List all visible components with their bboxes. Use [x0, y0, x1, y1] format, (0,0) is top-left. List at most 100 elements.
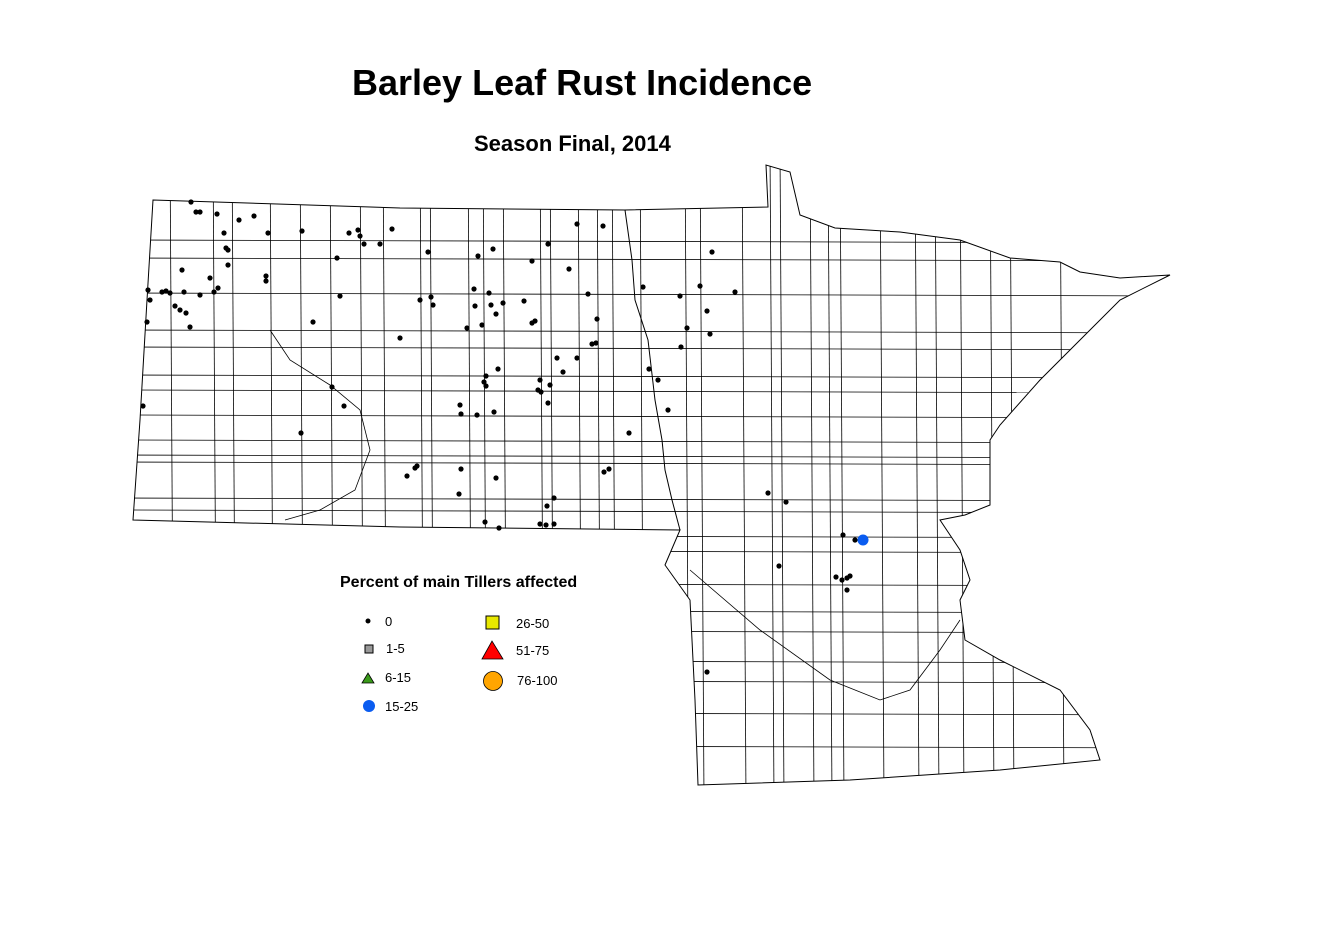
survey-point-0-percent — [337, 293, 343, 299]
survey-point-0-percent — [490, 246, 496, 252]
county-line — [133, 629, 1170, 634]
county-line — [502, 165, 508, 785]
survey-point-0-percent — [626, 430, 632, 436]
survey-point-0-percent — [145, 287, 151, 293]
survey-point-0-percent — [225, 247, 231, 253]
legend-circle-orange-icon — [483, 671, 503, 691]
survey-point-0-percent — [545, 241, 551, 247]
county-line — [133, 346, 1170, 351]
survey-point-0-percent — [472, 303, 478, 309]
survey-point-0-percent — [214, 211, 220, 217]
county-line — [419, 165, 425, 785]
survey-point-0-percent — [640, 284, 646, 290]
survey-point-0-percent — [428, 294, 434, 300]
survey-point-0-percent — [187, 324, 193, 330]
survey-point-15-25-percent — [857, 534, 869, 546]
survey-point-0-percent — [529, 258, 535, 264]
survey-point-0-percent — [488, 302, 494, 308]
survey-point-0-percent — [215, 285, 221, 291]
survey-point-0-percent — [491, 409, 497, 415]
survey-point-0-percent — [207, 275, 213, 281]
survey-point-0-percent — [211, 289, 217, 295]
survey-point-0-percent — [464, 325, 470, 331]
survey-point-0-percent — [457, 402, 463, 408]
county-line — [133, 582, 1170, 587]
survey-point-0-percent — [538, 389, 544, 395]
legend-dot-icon — [365, 618, 371, 624]
survey-point-0-percent — [346, 230, 352, 236]
county-line — [133, 609, 1170, 614]
survey-point-0-percent — [172, 303, 178, 309]
county-line — [914, 165, 920, 785]
survey-point-0-percent — [543, 522, 549, 528]
county-line — [741, 165, 747, 785]
county-line — [429, 165, 435, 785]
survey-point-0-percent — [783, 499, 789, 505]
survey-point-0-percent — [483, 373, 489, 379]
river-boundary — [269, 329, 371, 521]
survey-point-0-percent — [225, 262, 231, 268]
survey-point-0-percent — [547, 382, 553, 388]
county-line — [133, 292, 1170, 297]
survey-point-0-percent — [697, 283, 703, 289]
survey-point-0-percent — [389, 226, 395, 232]
survey-point-0-percent — [263, 273, 269, 279]
legend-label-0: 0 — [385, 614, 393, 629]
survey-point-0-percent — [589, 341, 595, 347]
survey-point-0-percent — [574, 355, 580, 361]
map-title: Barley Leaf Rust Incidence — [352, 62, 813, 103]
county-line — [133, 257, 1170, 262]
survey-point-0-percent — [847, 573, 853, 579]
county-line — [133, 679, 1170, 684]
survey-point-0-percent — [404, 473, 410, 479]
legend-circle-blue-icon — [363, 700, 375, 712]
survey-point-0-percent — [183, 310, 189, 316]
county-line — [639, 165, 645, 785]
county-line — [684, 165, 690, 785]
county-line — [133, 374, 1170, 379]
survey-point-0-percent — [486, 290, 492, 296]
survey-point-0-percent — [471, 286, 477, 292]
survey-point-0-percent — [776, 563, 782, 569]
county-line — [839, 165, 845, 785]
county-boundaries — [133, 165, 1170, 785]
survey-point-0-percent — [493, 311, 499, 317]
county-line — [769, 165, 775, 785]
survey-point-0-percent — [221, 230, 227, 236]
survey-point-0-percent — [483, 383, 489, 389]
survey-point-0-percent — [481, 379, 487, 385]
survey-point-0-percent — [299, 228, 305, 234]
survey-point-0-percent — [425, 249, 431, 255]
county-line — [959, 165, 965, 785]
county-line — [133, 454, 1170, 459]
county-line — [133, 659, 1170, 664]
survey-point-0-percent — [167, 290, 173, 296]
survey-point-0-percent — [147, 297, 153, 303]
survey-point-0-percent — [341, 403, 347, 409]
survey-point-0-percent — [181, 289, 187, 295]
legend-label-15-25: 15-25 — [385, 699, 419, 714]
county-line — [133, 744, 1170, 749]
survey-point-0-percent — [493, 475, 499, 481]
survey-point-0-percent — [329, 384, 335, 390]
county-line — [611, 165, 617, 785]
survey-point-0-percent — [377, 241, 383, 247]
county-line — [212, 165, 218, 785]
county-line — [467, 165, 473, 785]
survey-point-0-percent — [646, 366, 652, 372]
survey-point-0-percent — [833, 574, 839, 580]
survey-point-0-percent — [585, 291, 591, 297]
county-line — [133, 414, 1170, 419]
survey-point-0-percent — [665, 407, 671, 413]
survey-point-0-percent — [355, 227, 361, 233]
survey-point-0-percent — [496, 525, 502, 531]
survey-point-0-percent — [655, 377, 661, 383]
survey-point-0-percent — [236, 217, 242, 223]
county-line — [934, 165, 940, 785]
county-line — [577, 165, 583, 785]
county-line — [133, 509, 1170, 514]
survey-point-0-percent — [357, 233, 363, 239]
survey-point-0-percent — [551, 495, 557, 501]
